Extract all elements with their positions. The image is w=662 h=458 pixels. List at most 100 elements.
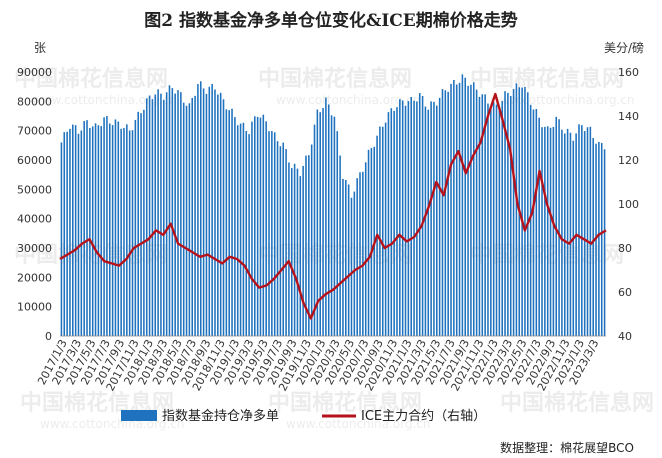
net-long-bar (342, 178, 344, 336)
net-long-bar (310, 144, 313, 336)
watermark-brand: 中国棉花信息网 (14, 242, 168, 268)
net-long-bar (359, 172, 361, 336)
net-long-bar (447, 91, 449, 336)
net-long-bar (364, 162, 367, 336)
net-long-bar (168, 85, 171, 336)
net-long-bar (188, 103, 191, 336)
net-long-bar (353, 191, 356, 336)
net-long-bar (427, 109, 430, 336)
watermark-brand: 中国棉花信息网 (500, 390, 654, 416)
net-long-bar (339, 155, 341, 336)
net-long-bar (600, 142, 603, 336)
net-long-bar (271, 131, 273, 336)
right-tick-label: 40 (618, 330, 632, 343)
left-tick-label: 50000 (17, 183, 52, 196)
net-long-bar (242, 122, 245, 336)
net-long-bar (581, 125, 583, 336)
net-long-bar (202, 88, 205, 336)
net-long-bar (345, 179, 347, 336)
net-long-bar (598, 142, 600, 336)
net-long-bar (387, 112, 390, 337)
net-long-bar (472, 82, 475, 336)
net-long-bar (174, 93, 176, 336)
net-long-bar (490, 106, 492, 336)
right-tick-label: 60 (618, 286, 632, 299)
net-long-bar (268, 131, 270, 336)
net-long-bar (589, 126, 592, 337)
net-long-bar (148, 95, 151, 336)
net-long-bar (120, 128, 122, 336)
net-long-bar (256, 116, 259, 336)
net-long-bar (97, 125, 100, 336)
net-long-bar (475, 89, 478, 336)
right-axis: 40 60 80 100 120 140 160 (618, 66, 639, 343)
net-long-bar (151, 99, 154, 337)
right-tick-label: 140 (618, 110, 639, 123)
net-long-bar (211, 83, 213, 337)
watermark-url: www.cottonchina.org.cn (490, 93, 634, 107)
net-long-bar (154, 94, 157, 336)
net-long-bar (273, 132, 276, 336)
left-axis: 0 10000 20000 30000 40000 50000 60000 70000 8000… (17, 66, 52, 343)
net-long-bar (80, 130, 83, 336)
net-long-bar (254, 116, 256, 336)
net-long-bar (566, 128, 569, 336)
right-tick-label: 80 (618, 242, 632, 255)
watermark-url: www.cottonchina.org.cn (286, 417, 430, 431)
right-axis-unit: 美分/磅 (604, 40, 644, 55)
net-long-bar (541, 127, 543, 336)
net-long-bar (251, 121, 253, 336)
net-long-bar (302, 165, 304, 336)
net-long-bar (228, 110, 230, 336)
net-long-bar (199, 81, 202, 336)
net-long-bar (185, 105, 188, 337)
net-long-bar (390, 108, 393, 337)
watermark-brand: 中国棉花信息网 (470, 66, 624, 92)
legend-line-label: ICE主力合约（右轴） (361, 409, 486, 424)
net-long-bar (117, 121, 120, 337)
net-long-bar (72, 124, 74, 336)
net-long-bar (293, 163, 296, 336)
net-long-bar (401, 100, 404, 336)
net-long-bar (69, 128, 71, 336)
net-long-bar (569, 132, 572, 336)
net-long-bar (495, 104, 498, 336)
left-tick-label: 10000 (17, 301, 52, 314)
net-long-bar (424, 106, 427, 336)
net-long-bar (137, 111, 139, 336)
net-long-bar (145, 98, 148, 336)
net-long-bar (191, 97, 194, 336)
net-long-bar (552, 126, 555, 337)
net-long-bar (106, 116, 108, 336)
net-long-bar (393, 110, 395, 336)
net-long-bar (444, 90, 447, 336)
left-tick-label: 30000 (17, 242, 52, 255)
net-long-bar (433, 101, 435, 337)
left-tick-label: 60000 (17, 154, 52, 167)
net-long-bar (421, 96, 424, 337)
net-long-bar (416, 101, 418, 337)
net-long-bar (265, 121, 267, 336)
net-long-bar (131, 130, 134, 336)
net-long-bar (563, 133, 566, 336)
price-line (59, 92, 607, 320)
net-long-bar (529, 104, 532, 336)
net-long-bar (404, 105, 407, 336)
net-long-bar (313, 124, 316, 336)
net-long-bar (245, 130, 248, 336)
net-long-bar (555, 116, 558, 336)
net-long-bar (111, 125, 114, 336)
net-long-bar (430, 101, 432, 336)
net-long-bar (586, 127, 589, 337)
net-long-bar (91, 126, 94, 337)
net-long-bar (336, 131, 339, 336)
net-long-bar (603, 149, 606, 336)
net-long-bar (74, 125, 77, 336)
net-long-bar (379, 126, 381, 336)
net-long-bar (282, 142, 285, 336)
net-long-bar (308, 155, 310, 336)
net-long-bar (549, 127, 552, 337)
net-long-bar (236, 125, 239, 337)
net-long-bar (350, 197, 353, 336)
